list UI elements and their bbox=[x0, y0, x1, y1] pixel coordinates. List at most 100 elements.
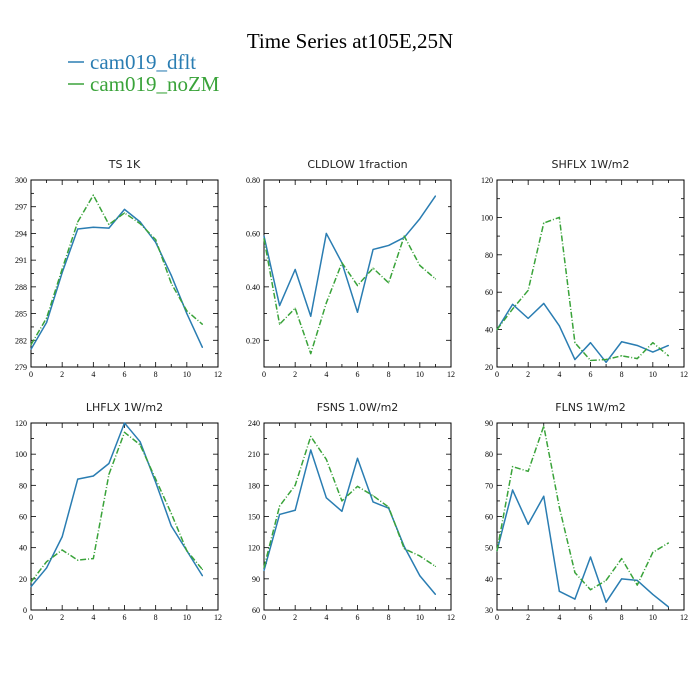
plot-frame bbox=[263, 422, 452, 611]
data-point bbox=[605, 579, 607, 581]
x-tick-label: 4 bbox=[324, 370, 328, 379]
data-point bbox=[403, 548, 405, 550]
data-point bbox=[372, 495, 374, 497]
data-point bbox=[621, 578, 623, 580]
x-tick-label: 4 bbox=[324, 613, 328, 622]
x-tick-label: 8 bbox=[387, 613, 391, 622]
y-tick-label: 291 bbox=[15, 256, 27, 265]
data-point bbox=[434, 195, 437, 197]
data-point bbox=[667, 344, 670, 347]
y-tick-label: 30 bbox=[485, 606, 493, 615]
y-tick-label: 20 bbox=[485, 363, 493, 372]
x-tick-label: 10 bbox=[183, 613, 191, 622]
data-point bbox=[155, 239, 157, 241]
data-point bbox=[605, 601, 607, 603]
data-point bbox=[92, 475, 94, 477]
data-point bbox=[92, 194, 94, 196]
panel-5: FSNS 1.0W/m2 0 2 4 6 8 10 12 60 90 120 150 180 210 240 bbox=[248, 401, 455, 622]
y-tick-label: 210 bbox=[248, 450, 260, 459]
data-point bbox=[123, 212, 126, 214]
data-point bbox=[667, 606, 670, 608]
x-tick-label: 4 bbox=[91, 370, 95, 379]
y-tick-label: 282 bbox=[15, 336, 27, 345]
legend: cam019_dflt cam019_noZM bbox=[68, 50, 220, 96]
data-point bbox=[589, 589, 592, 591]
y-tick-label: 0.60 bbox=[246, 229, 260, 238]
x-tick-label: 8 bbox=[620, 613, 624, 622]
data-point bbox=[341, 500, 343, 502]
x-tick-label: 10 bbox=[416, 613, 424, 622]
y-tick-label: 240 bbox=[248, 419, 260, 428]
data-point bbox=[388, 244, 390, 247]
data-point bbox=[201, 568, 204, 571]
data-point bbox=[372, 248, 374, 251]
data-point bbox=[278, 304, 281, 307]
x-tick-label: 12 bbox=[447, 613, 455, 622]
data-point bbox=[310, 353, 312, 355]
data-point bbox=[45, 567, 48, 569]
x-tick-label: 2 bbox=[60, 370, 64, 379]
data-point bbox=[636, 584, 638, 586]
data-point bbox=[419, 218, 421, 220]
data-point bbox=[294, 307, 296, 309]
data-point bbox=[543, 302, 545, 305]
data-point bbox=[30, 586, 32, 588]
data-point bbox=[155, 478, 157, 480]
y-tick-label: 0.40 bbox=[246, 283, 260, 292]
data-point bbox=[636, 357, 638, 360]
data-point bbox=[341, 510, 343, 512]
data-point bbox=[574, 342, 576, 344]
data-point bbox=[605, 358, 607, 361]
panel-title: LHFLX 1W/m2 bbox=[86, 401, 163, 414]
data-point bbox=[511, 303, 514, 305]
data-point bbox=[325, 497, 327, 499]
data-point bbox=[667, 542, 670, 544]
data-point bbox=[263, 238, 265, 240]
data-point bbox=[356, 457, 359, 459]
data-point bbox=[356, 485, 359, 487]
data-point bbox=[77, 228, 79, 230]
data-point bbox=[496, 550, 498, 552]
series-line-noZM bbox=[496, 425, 669, 591]
data-point bbox=[652, 551, 654, 553]
x-tick-label: 10 bbox=[649, 370, 657, 379]
data-point bbox=[434, 278, 437, 280]
x-tick-label: 6 bbox=[589, 613, 593, 622]
data-point bbox=[511, 489, 514, 491]
data-point bbox=[652, 593, 654, 596]
x-tick-label: 8 bbox=[620, 370, 624, 379]
data-point bbox=[589, 359, 592, 362]
x-tick-label: 8 bbox=[387, 370, 391, 379]
data-point bbox=[325, 302, 327, 304]
data-point bbox=[496, 329, 498, 331]
data-point bbox=[310, 449, 312, 451]
x-tick-label: 0 bbox=[495, 370, 499, 379]
x-tick-label: 6 bbox=[589, 370, 593, 379]
x-tick-label: 6 bbox=[356, 613, 360, 622]
data-point bbox=[527, 470, 529, 472]
series-line-dflt bbox=[30, 208, 204, 350]
panel-6: FLNS 1W/m2 0 2 4 6 8 10 12 30 40 50 60 70 80 90 bbox=[485, 401, 688, 622]
data-point bbox=[558, 590, 560, 592]
data-point bbox=[543, 222, 545, 224]
y-tick-label: 279 bbox=[15, 363, 27, 372]
data-point bbox=[155, 481, 157, 483]
data-point bbox=[543, 425, 545, 427]
y-tick-label: 297 bbox=[15, 203, 27, 212]
series-line-dflt bbox=[263, 195, 437, 317]
data-point bbox=[294, 268, 296, 271]
plot-frame bbox=[263, 179, 452, 368]
series-line-dflt bbox=[496, 302, 669, 364]
y-tick-label: 90 bbox=[485, 419, 493, 428]
y-tick-label: 60 bbox=[485, 288, 493, 297]
data-point bbox=[527, 317, 529, 319]
y-tick-label: 0 bbox=[23, 606, 27, 615]
data-point bbox=[139, 221, 141, 223]
data-point bbox=[636, 579, 638, 581]
data-point bbox=[403, 235, 405, 237]
data-point bbox=[636, 344, 638, 347]
y-tick-label: 100 bbox=[15, 450, 27, 459]
data-point bbox=[123, 431, 126, 433]
data-point bbox=[123, 422, 126, 424]
